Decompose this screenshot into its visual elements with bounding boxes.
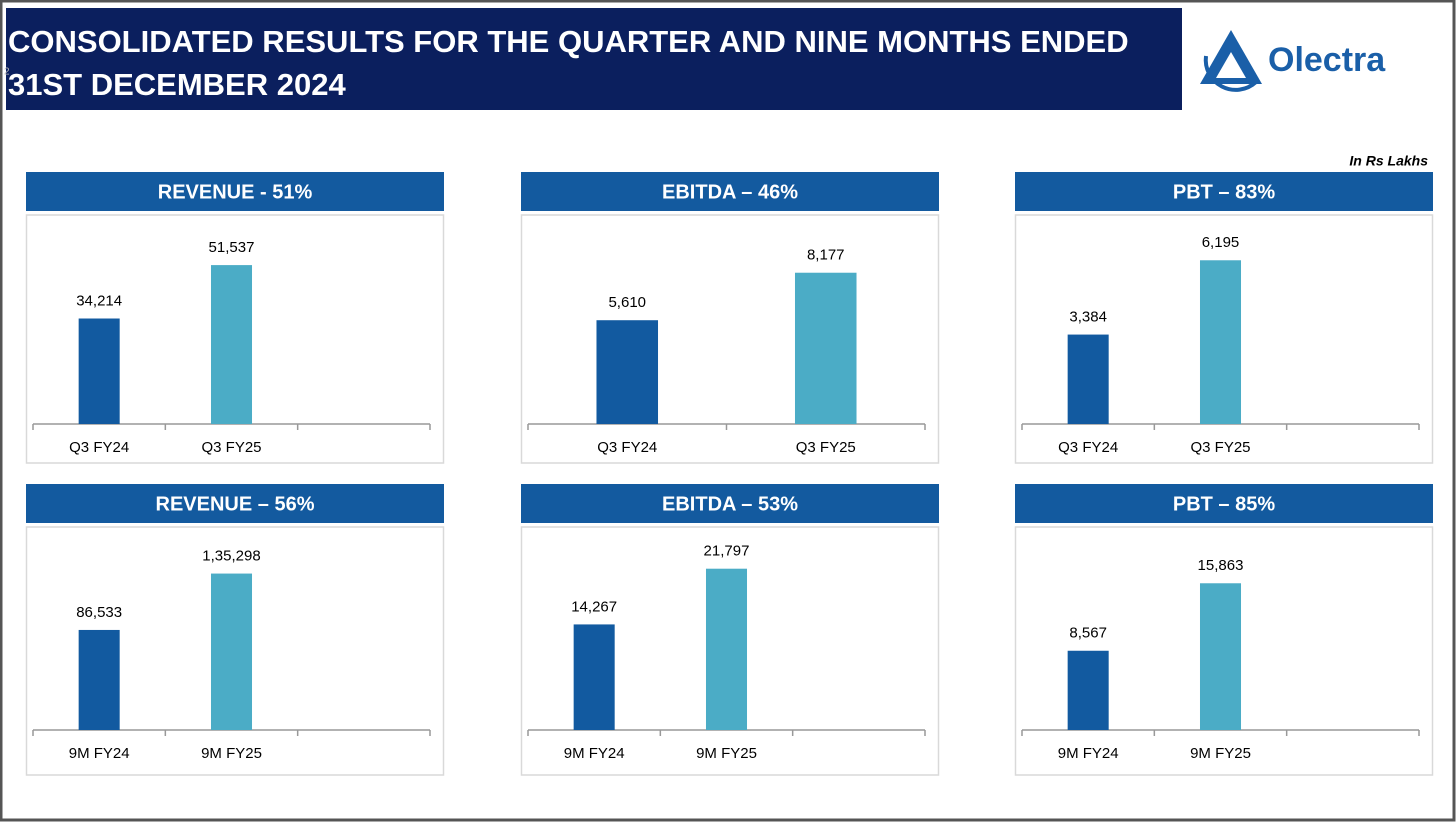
bar <box>78 629 120 730</box>
bar <box>78 318 120 424</box>
chart-title-bar <box>26 484 444 523</box>
chart-title-bar <box>1015 172 1433 211</box>
chart-title: REVENUE – 56% <box>156 493 315 515</box>
x-tick-label: 9M FY25 <box>1190 745 1251 762</box>
data-label: 1,35,298 <box>202 548 260 565</box>
bar <box>794 272 857 424</box>
x-tick-label: 9M FY24 <box>1058 745 1119 762</box>
bar <box>596 320 659 424</box>
charts: REVENUE - 51% Q3 FY24 34,214 Q3 FY25 51,537 E… <box>25 172 1434 776</box>
chart-title-bar <box>26 172 444 211</box>
x-tick-label: 9M FY24 <box>69 745 130 762</box>
data-label: 34,214 <box>76 292 122 309</box>
bar <box>1067 334 1109 424</box>
x-tick-label: 9M FY25 <box>201 745 262 762</box>
chart-panel: REVENUE – 56% 9M FY24 86,533 9M FY25 1,35,29… <box>25 484 445 776</box>
chart-title-bar <box>1015 484 1433 523</box>
bar <box>705 568 748 730</box>
x-tick-label: Q3 FY25 <box>201 439 261 456</box>
x-tick-label: Q3 FY25 <box>796 439 856 456</box>
chart-box <box>520 214 940 464</box>
data-label: 15,863 <box>1198 557 1244 574</box>
header-band <box>6 8 1182 110</box>
x-tick-label: Q3 FY25 <box>1190 439 1250 456</box>
chart-title: PBT – 85% <box>1173 493 1275 515</box>
logo-icon <box>1216 52 1246 78</box>
data-label: 14,267 <box>571 598 617 615</box>
x-tick-label: Q3 FY24 <box>597 439 657 456</box>
logo-text: Olectra <box>1268 41 1386 79</box>
page-number: 2 <box>4 67 10 78</box>
bar <box>1067 650 1109 730</box>
data-label: 6,195 <box>1202 234 1240 251</box>
bar <box>210 265 253 424</box>
data-label: 21,797 <box>704 543 750 560</box>
data-label: 8,567 <box>1069 625 1107 642</box>
unit-note: In Rs Lakhs <box>1349 153 1428 169</box>
data-label: 86,533 <box>76 604 122 621</box>
bar <box>1199 583 1242 730</box>
logo-icon <box>1203 55 1258 92</box>
chart-panel: REVENUE - 51% Q3 FY24 34,214 Q3 FY25 51,537 <box>25 172 445 464</box>
bar <box>573 624 615 730</box>
data-label: 3,384 <box>1069 309 1107 326</box>
bar <box>1199 260 1242 424</box>
chart-panel: PBT – 85% 9M FY24 8,567 9M FY25 15,863 <box>1014 484 1434 776</box>
chart-title: REVENUE - 51% <box>158 181 313 203</box>
x-tick-label: Q3 FY24 <box>1058 439 1118 456</box>
header-title: 31ST DECEMBER 2024 <box>8 67 346 102</box>
data-label: 5,610 <box>608 294 646 311</box>
x-tick-label: Q3 FY24 <box>69 439 129 456</box>
chart-title: EBITDA – 46% <box>662 181 798 203</box>
chart-title-bar <box>521 172 939 211</box>
chart-panel: PBT – 83% Q3 FY24 3,384 Q3 FY25 6,195 <box>1014 172 1434 464</box>
data-label: 8,177 <box>807 247 845 264</box>
x-tick-label: 9M FY25 <box>696 745 757 762</box>
logo: Olectra <box>1200 30 1386 92</box>
chart-panel: EBITDA – 46% Q3 FY24 5,610 Q3 FY25 8,177 <box>520 172 940 464</box>
chart-title-bar <box>521 484 939 523</box>
chart-title: EBITDA – 53% <box>662 493 798 515</box>
chart-title: PBT – 83% <box>1173 181 1275 203</box>
data-label: 51,537 <box>209 239 255 256</box>
bar <box>210 573 253 730</box>
x-tick-label: 9M FY24 <box>564 745 625 762</box>
chart-panel: EBITDA – 53% 9M FY24 14,267 9M FY25 21,797 <box>520 484 940 776</box>
header-title: CONSOLIDATED RESULTS FOR THE QUARTER AND… <box>8 24 1129 59</box>
